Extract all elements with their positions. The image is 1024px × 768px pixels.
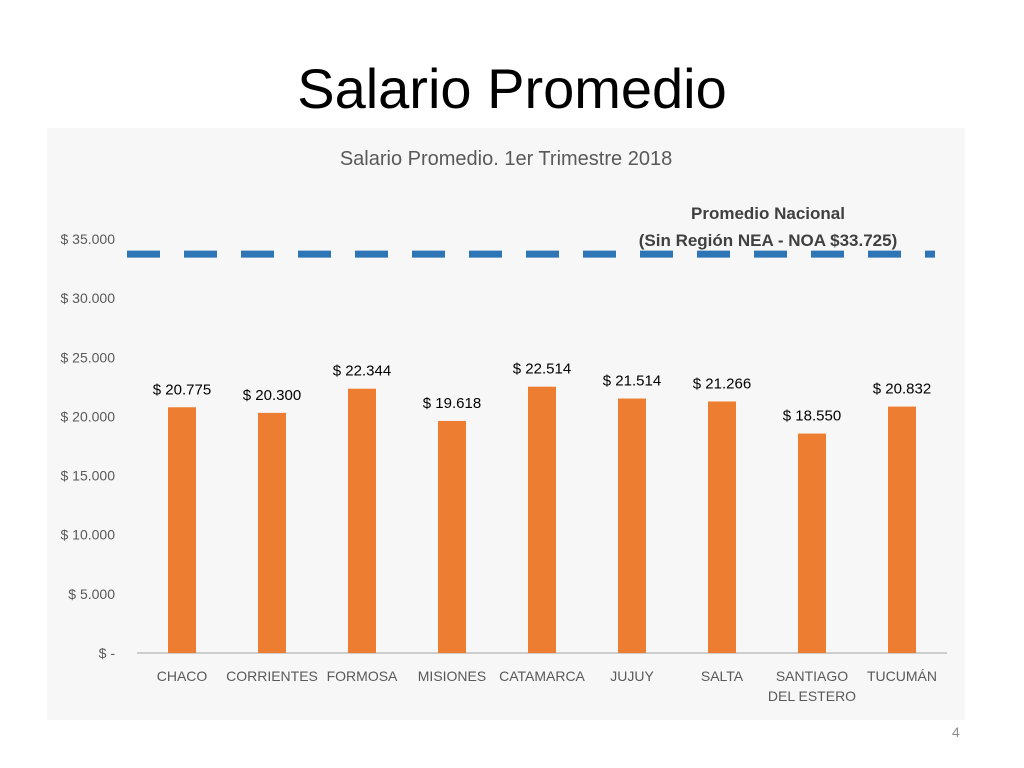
bar <box>258 412 286 653</box>
category-label: CHACO <box>157 668 208 684</box>
y-tick-label: $ - <box>99 645 116 661</box>
bar <box>618 398 646 653</box>
y-tick-label: $ 15.000 <box>61 468 116 484</box>
y-tick-label: $ 20.000 <box>61 408 116 424</box>
reference-line-label: (Sin Región NEA - NOA $33.725) <box>639 231 898 250</box>
data-labels: $ 20.775 CHACO $ 20.300 CORRIENTES $ 22.344 F… <box>153 361 937 704</box>
y-tick-label: $ 5.000 <box>68 586 115 602</box>
data-label: $ 18.550 <box>783 408 841 425</box>
y-tick-label: $ 25.000 <box>61 349 116 365</box>
category-label: CORRIENTES <box>226 668 318 684</box>
bar <box>348 388 376 653</box>
page-number: 4 <box>952 724 960 740</box>
reference-line-label: Promedio Nacional <box>691 204 845 223</box>
reference-line-group: Promedio Nacional (Sin Región NEA - NOA $… <box>127 204 935 258</box>
chart-title: Salario Promedio. 1er Trimestre 2018 <box>340 148 672 170</box>
y-tick-label: $ 30.000 <box>61 290 116 306</box>
category-label: SANTIAGO <box>776 668 848 684</box>
chart-panel: Salario Promedio. 1er Trimestre 2018 $ -… <box>47 128 965 720</box>
axes: $ - $ 5.000 $ 10.000 $ 15.000 $ 20.000 $ 25.0… <box>61 231 947 661</box>
category-label: FORMOSA <box>327 668 398 684</box>
y-tick-label: $ 10.000 <box>61 527 116 543</box>
slide-title: Salario Promedio <box>297 57 727 120</box>
bar <box>528 386 556 653</box>
bar <box>888 406 916 653</box>
bar <box>438 420 466 653</box>
category-label: DEL ESTERO <box>768 688 856 704</box>
category-label: SALTA <box>701 668 744 684</box>
data-label: $ 21.514 <box>603 373 661 390</box>
data-label: $ 22.344 <box>333 363 391 380</box>
category-label: JUJUY <box>610 668 654 684</box>
data-label: $ 22.514 <box>513 361 571 378</box>
data-label: $ 21.266 <box>693 375 751 392</box>
bars <box>168 386 916 653</box>
data-label: $ 20.775 <box>153 381 211 398</box>
data-label: $ 19.618 <box>423 395 481 412</box>
data-label: $ 20.300 <box>243 387 301 404</box>
bar <box>708 401 736 653</box>
category-label: CATAMARCA <box>499 668 585 684</box>
category-label: MISIONES <box>418 668 486 684</box>
bar <box>168 407 196 653</box>
data-label: $ 20.832 <box>873 381 931 398</box>
category-label: TUCUMÁN <box>867 668 937 684</box>
bar <box>798 433 826 653</box>
bar-chart: Salario Promedio. 1er Trimestre 2018 $ -… <box>61 148 947 704</box>
y-tick-label: $ 35.000 <box>61 231 116 247</box>
